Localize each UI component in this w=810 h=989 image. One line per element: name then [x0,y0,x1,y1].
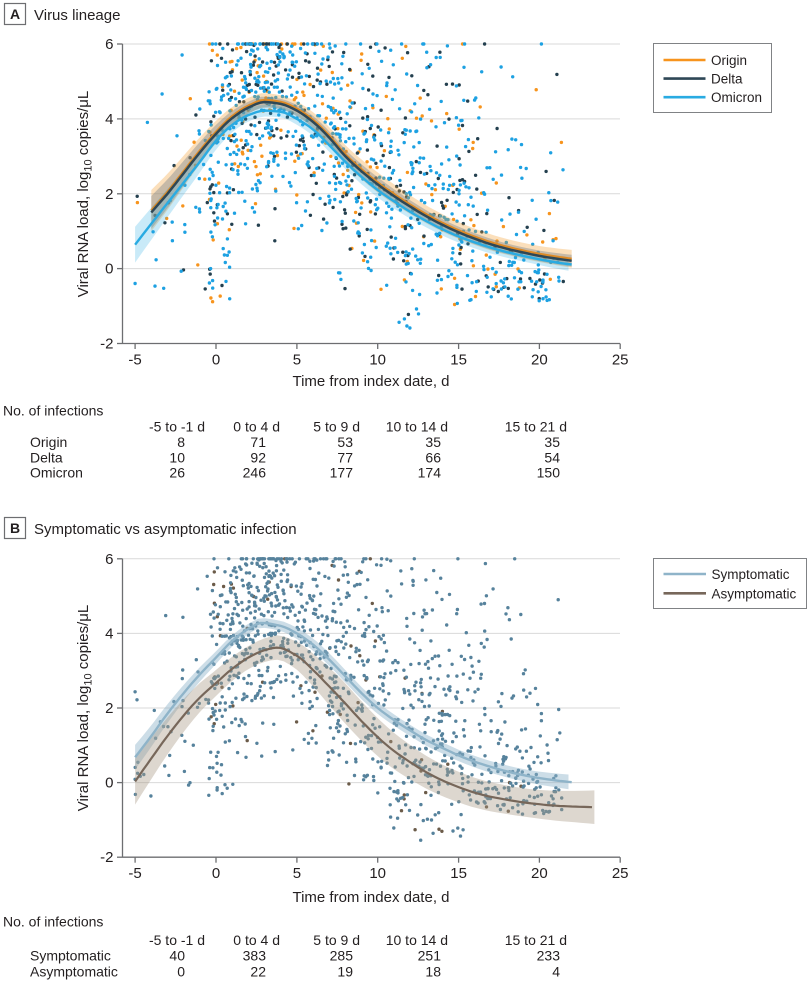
svg-text:177: 177 [330,465,354,481]
svg-text:0: 0 [105,261,113,278]
svg-text:No. of infections: No. of infections [3,914,103,930]
svg-text:Time from index date, d: Time from index date, d [292,373,449,390]
svg-text:2: 2 [105,700,113,717]
svg-text:10 to 14 d: 10 to 14 d [386,419,448,435]
svg-text:0 to 4 d: 0 to 4 d [233,932,280,948]
svg-text:0: 0 [212,352,220,369]
svg-text:0: 0 [177,963,185,979]
svg-text:2: 2 [105,186,113,203]
svg-text:-5: -5 [128,865,141,882]
svg-text:0: 0 [212,865,220,882]
svg-text:6: 6 [105,36,113,53]
svg-text:18: 18 [425,963,441,979]
svg-text:8: 8 [177,434,185,450]
svg-text:0 to 4 d: 0 to 4 d [233,419,280,435]
svg-text:25: 25 [612,865,629,882]
svg-text:66: 66 [425,449,441,465]
svg-text:22: 22 [250,963,266,979]
svg-text:20: 20 [531,865,548,882]
svg-text:A: A [10,6,20,22]
svg-text:19: 19 [337,963,353,979]
svg-text:-5: -5 [128,352,141,369]
svg-text:233: 233 [537,948,561,964]
svg-text:4: 4 [105,111,113,128]
svg-text:Time from index date, d: Time from index date, d [292,889,449,906]
svg-text:10: 10 [369,865,386,882]
svg-text:150: 150 [537,465,561,481]
svg-text:0: 0 [105,775,113,792]
svg-text:No. of infections: No. of infections [3,403,103,419]
svg-text:-2: -2 [100,849,113,866]
svg-text:174: 174 [418,465,442,481]
svg-text:Viral RNA load, log10 copies/μ: Viral RNA load, log10 copies/μL [75,605,95,812]
svg-text:5: 5 [293,865,301,882]
svg-text:20: 20 [531,352,548,369]
svg-text:6: 6 [105,551,113,568]
svg-text:10: 10 [369,352,386,369]
svg-text:Omicron: Omicron [30,465,83,481]
svg-text:-5 to -1 d: -5 to -1 d [149,932,205,948]
svg-text:Origin: Origin [30,434,67,450]
svg-text:246: 246 [243,465,267,481]
svg-text:Symptomatic: Symptomatic [712,567,790,582]
svg-text:5 to 9 d: 5 to 9 d [313,932,360,948]
svg-text:251: 251 [418,948,442,964]
svg-text:71: 71 [250,434,266,450]
svg-text:Asymptomatic: Asymptomatic [712,586,797,601]
svg-text:26: 26 [169,465,185,481]
svg-text:-2: -2 [100,336,113,353]
svg-text:B: B [10,520,20,536]
svg-text:40: 40 [169,948,185,964]
svg-text:Viral RNA load, log10 copies/μ: Viral RNA load, log10 copies/μL [75,91,95,298]
svg-text:92: 92 [250,449,266,465]
svg-text:285: 285 [330,948,354,964]
svg-text:Virus lineage: Virus lineage [34,7,120,24]
svg-text:Asymptomatic: Asymptomatic [30,963,118,979]
svg-text:10: 10 [169,449,185,465]
svg-text:15 to 21 d: 15 to 21 d [505,932,567,948]
svg-text:5: 5 [293,352,301,369]
svg-text:Origin: Origin [711,53,747,68]
svg-text:Omicron: Omicron [711,90,762,105]
svg-text:4: 4 [105,625,113,642]
svg-text:5 to 9 d: 5 to 9 d [313,419,360,435]
svg-text:35: 35 [544,434,560,450]
svg-text:15: 15 [450,865,467,882]
svg-text:Delta: Delta [30,449,63,465]
svg-text:4: 4 [552,963,560,979]
svg-text:35: 35 [425,434,441,450]
svg-text:Delta: Delta [711,72,743,87]
svg-text:Symptomatic: Symptomatic [30,948,111,964]
svg-text:Symptomatic vs asymptomatic in: Symptomatic vs asymptomatic infection [34,521,297,538]
svg-text:15: 15 [450,352,467,369]
svg-text:-5 to -1 d: -5 to -1 d [149,419,205,435]
svg-text:25: 25 [612,352,629,369]
svg-text:53: 53 [337,434,353,450]
svg-text:77: 77 [337,449,353,465]
svg-text:54: 54 [544,449,560,465]
svg-text:383: 383 [243,948,267,964]
svg-text:15 to 21 d: 15 to 21 d [505,419,567,435]
svg-text:10 to 14 d: 10 to 14 d [386,932,448,948]
